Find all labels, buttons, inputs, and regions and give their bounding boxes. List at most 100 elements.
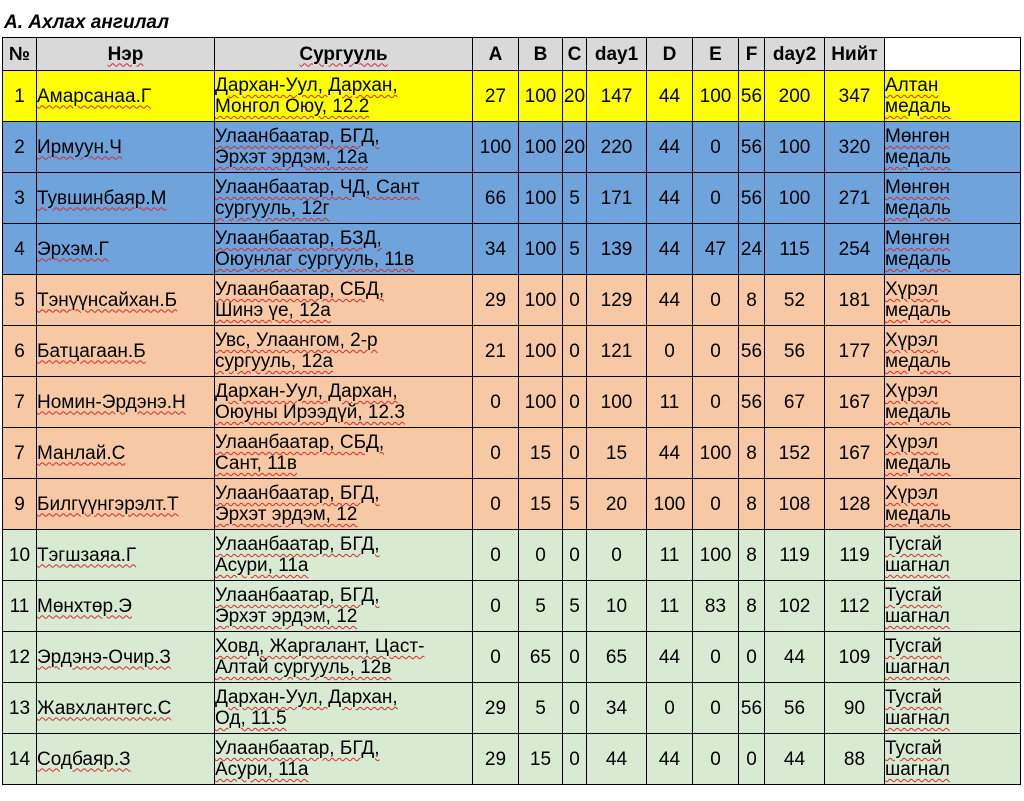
table-row: 2 Ирмуун.Ч Улаанбаатар, БГД, Эрхэт эрдэм, 1… xyxy=(2,121,1021,173)
score-a: 29 xyxy=(472,682,519,734)
score-day2: 100 xyxy=(764,172,825,224)
table-row: 6 Батцагаан.Б Увс, Улаангом, 2-р сургууль, … xyxy=(2,325,1021,377)
score-e: 0 xyxy=(692,682,739,734)
school-cell: Улаанбаатар, БГД, Асури, 11а xyxy=(214,733,473,785)
col-header-f: F xyxy=(738,37,765,71)
score-c: 0 xyxy=(562,427,587,479)
score-d: 44 xyxy=(646,427,693,479)
score-a: 21 xyxy=(472,325,519,377)
score-e: 100 xyxy=(692,70,739,122)
score-day1: 100 xyxy=(586,376,647,428)
score-e: 83 xyxy=(692,580,739,632)
score-d: 44 xyxy=(646,223,693,275)
header-row: № Нэр Сургууль A B C day1 D E F day2 Ний… xyxy=(2,37,1021,71)
score-day2: 52 xyxy=(764,274,825,326)
score-c: 0 xyxy=(562,376,587,428)
school-cell: Дархан-Уул, Дархан, Од, 11.5 xyxy=(214,682,473,734)
rank-cell: 12 xyxy=(2,631,37,683)
page-title: A. Ахлах ангилал xyxy=(4,12,170,33)
score-a: 0 xyxy=(472,427,519,479)
score-a: 34 xyxy=(472,223,519,275)
table-row: 10 Тэгшзаяа.Г Улаанбаатар, БГД, Асури, 11а 0… xyxy=(2,529,1021,581)
score-e: 0 xyxy=(692,376,739,428)
score-day1: 171 xyxy=(586,172,647,224)
score-e: 47 xyxy=(692,223,739,275)
score-d: 11 xyxy=(646,580,693,632)
col-header-c: C xyxy=(562,37,587,71)
col-header-a: A xyxy=(472,37,519,71)
rank-cell: 11 xyxy=(2,580,37,632)
rank-cell: 6 xyxy=(2,325,37,377)
score-d: 100 xyxy=(646,478,693,530)
score-day1: 147 xyxy=(586,70,647,122)
score-e: 100 xyxy=(692,427,739,479)
rank-cell: 7 xyxy=(2,376,37,428)
col-header-award xyxy=(884,37,1021,71)
col-header-b: B xyxy=(518,37,563,71)
score-total: 347 xyxy=(824,70,885,122)
score-d: 44 xyxy=(646,631,693,683)
score-d: 11 xyxy=(646,376,693,428)
score-day2: 119 xyxy=(764,529,825,581)
score-day2: 44 xyxy=(764,733,825,785)
score-c: 0 xyxy=(562,631,587,683)
score-c: 5 xyxy=(562,580,587,632)
score-c: 0 xyxy=(562,682,587,734)
school-cell: Улаанбаатар, ЧД, Сант сургууль, 12г xyxy=(214,172,473,224)
score-f: 56 xyxy=(738,682,765,734)
col-header-name: Нэр xyxy=(36,37,215,71)
score-total: 254 xyxy=(824,223,885,275)
score-f: 0 xyxy=(738,631,765,683)
award-cell: Тусгай шагнал xyxy=(884,580,1021,632)
school-cell: Дархан-Уул, Дархан, Оюуны Ирээдүй, 12.3 xyxy=(214,376,473,428)
award-cell: Алтан медаль xyxy=(884,70,1021,122)
score-c: 20 xyxy=(562,121,587,173)
award-cell: Хүрэл медаль xyxy=(884,325,1021,377)
school-cell: Увс, Улаангом, 2-р сургууль, 12а xyxy=(214,325,473,377)
table-row: 11 Мөнхтөр.Э Улаанбаатар, БГД, Эрхэт эрдэм,… xyxy=(2,580,1021,632)
score-day2: 152 xyxy=(764,427,825,479)
score-d: 44 xyxy=(646,274,693,326)
score-total: 109 xyxy=(824,631,885,683)
score-e: 0 xyxy=(692,478,739,530)
score-total: 128 xyxy=(824,478,885,530)
score-e: 0 xyxy=(692,733,739,785)
score-c: 5 xyxy=(562,478,587,530)
award-cell: Хүрэл медаль xyxy=(884,274,1021,326)
score-e: 0 xyxy=(692,631,739,683)
score-b: 15 xyxy=(518,478,563,530)
score-total: 181 xyxy=(824,274,885,326)
score-b: 100 xyxy=(518,223,563,275)
rank-cell: 9 xyxy=(2,478,37,530)
award-cell: Тусгай шагнал xyxy=(884,631,1021,683)
score-a: 0 xyxy=(472,529,519,581)
score-day2: 56 xyxy=(764,325,825,377)
name-cell: Батцагаан.Б xyxy=(36,325,215,377)
score-e: 100 xyxy=(692,529,739,581)
score-f: 56 xyxy=(738,325,765,377)
score-b: 15 xyxy=(518,733,563,785)
score-d: 44 xyxy=(646,121,693,173)
score-day1: 139 xyxy=(586,223,647,275)
rank-cell: 2 xyxy=(2,121,37,173)
score-a: 66 xyxy=(472,172,519,224)
results-table: № Нэр Сургууль A B C day1 D E F day2 Ний… xyxy=(2,37,1021,785)
score-b: 65 xyxy=(518,631,563,683)
table-row: 9 Билгүүнгэрэлт.Т Улаанбаатар, БГД, Эрхэт э… xyxy=(2,478,1021,530)
score-f: 8 xyxy=(738,529,765,581)
table-row: 7 Манлай.С Улаанбаатар, СБД, Сант, 11в 0 15 0 1… xyxy=(2,427,1021,479)
rank-cell: 10 xyxy=(2,529,37,581)
score-total: 167 xyxy=(824,376,885,428)
school-cell: Улаанбаатар, БГД, Эрхэт эрдэм, 12 xyxy=(214,580,473,632)
award-cell: Тусгай шагнал xyxy=(884,529,1021,581)
score-f: 8 xyxy=(738,427,765,479)
table-row: 5 Тэнүүнсайхан.Б Улаанбаатар, СБД, Шинэ үе,… xyxy=(2,274,1021,326)
name-cell: Тэнүүнсайхан.Б xyxy=(36,274,215,326)
score-day2: 200 xyxy=(764,70,825,122)
score-c: 20 xyxy=(562,70,587,122)
school-cell: Улаанбаатар, БГД, Асури, 11а xyxy=(214,529,473,581)
score-day2: 44 xyxy=(764,631,825,683)
score-day2: 115 xyxy=(764,223,825,275)
score-total: 271 xyxy=(824,172,885,224)
score-f: 56 xyxy=(738,172,765,224)
